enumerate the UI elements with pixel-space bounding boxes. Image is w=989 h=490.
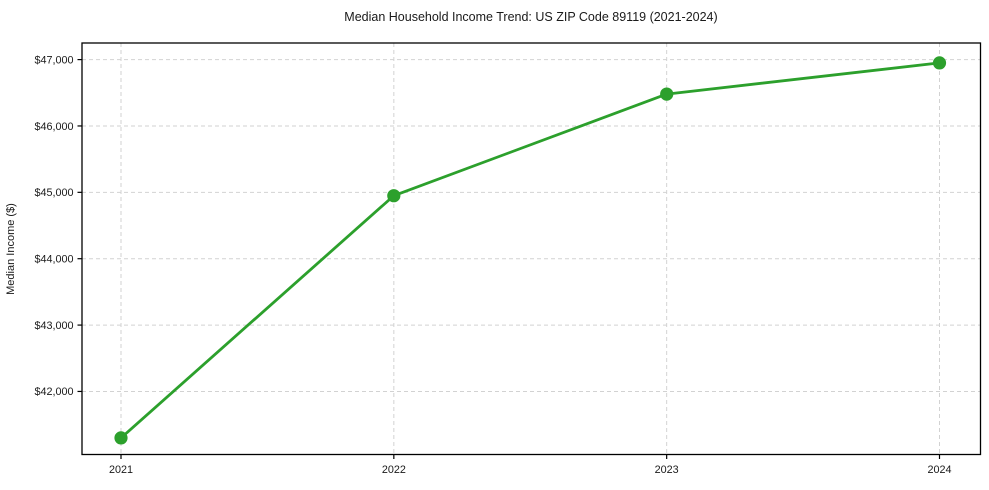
data-point-2022 bbox=[387, 189, 401, 203]
y-tick-label: $47,000 bbox=[34, 54, 73, 66]
data-point-2021 bbox=[114, 431, 128, 445]
axis-tick-marks bbox=[77, 58, 941, 459]
data-point-2024 bbox=[932, 56, 947, 70]
x-tick-label: 2023 bbox=[655, 464, 679, 476]
data-point-2023 bbox=[660, 87, 674, 101]
chart-title: Median Household Income Trend: US ZIP Co… bbox=[344, 10, 717, 24]
gridlines bbox=[82, 43, 981, 455]
axis-tick-labels: $47,000 $46,000 $45,000 $44,000 $43,000 $42,0… bbox=[34, 54, 951, 476]
y-axis-label: Median Income ($) bbox=[5, 203, 17, 295]
y-tick-label: $44,000 bbox=[34, 254, 73, 266]
x-tick-label: 2021 bbox=[109, 464, 133, 476]
data-point-markers bbox=[114, 56, 947, 445]
x-tick-label: 2024 bbox=[927, 464, 951, 476]
y-tick-label: $43,000 bbox=[34, 320, 73, 332]
plot-border bbox=[81, 42, 982, 456]
x-tick-label: 2022 bbox=[382, 464, 406, 476]
trend-line bbox=[119, 61, 941, 440]
y-tick-label: $45,000 bbox=[34, 187, 73, 199]
y-tick-label: $42,000 bbox=[34, 386, 73, 398]
y-tick-label: $46,000 bbox=[34, 121, 73, 133]
